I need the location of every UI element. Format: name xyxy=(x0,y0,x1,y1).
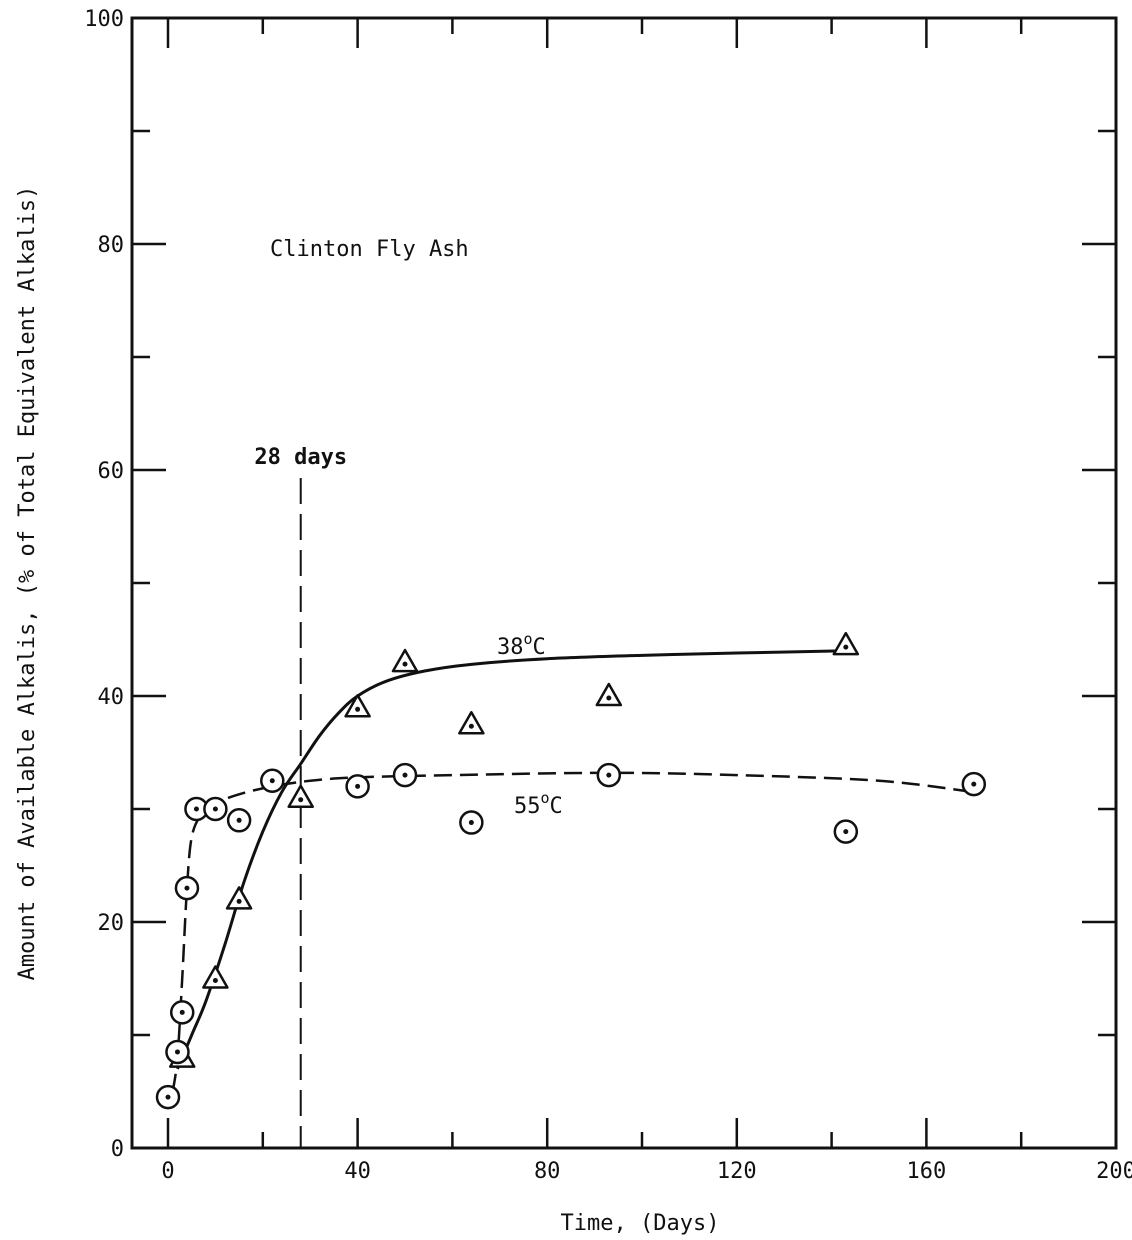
triangle-marker xyxy=(832,631,860,656)
circle-marker xyxy=(596,762,622,788)
series-38c-label: 38oC xyxy=(497,630,546,660)
circle-marker xyxy=(155,1084,181,1110)
circle-marker xyxy=(833,819,859,844)
plot-frame xyxy=(130,16,1118,1150)
sample-annotation: Clinton Fly Ash xyxy=(270,237,469,262)
triangle-marker xyxy=(287,784,314,808)
reference-line-label: 28 days xyxy=(254,445,347,470)
circle-marker xyxy=(169,1000,195,1025)
circle-marker xyxy=(961,771,987,797)
x-tick-label: 80 xyxy=(534,1159,561,1184)
y-tick-label: 0 xyxy=(111,1137,124,1162)
triangle-marker xyxy=(225,886,253,910)
curve-38c xyxy=(176,649,846,1070)
y-tick-label: 60 xyxy=(98,459,125,484)
y-tick-label: 80 xyxy=(98,233,125,258)
circle-marker xyxy=(260,768,285,793)
circle-marker xyxy=(459,810,484,835)
y-axis-label: Amount of Available Alkalis, (% of Total… xyxy=(15,186,40,981)
y-tick-label: 100 xyxy=(84,7,124,32)
circle-marker xyxy=(203,796,228,822)
circle-marker xyxy=(165,1039,190,1065)
circle-marker xyxy=(392,762,418,788)
axis-ticks xyxy=(132,16,1118,1150)
triangle-marker xyxy=(595,682,623,707)
circle-marker xyxy=(345,774,370,799)
y-tick-label: 20 xyxy=(98,911,125,936)
circle-marker xyxy=(226,808,252,833)
axis-tick-labels: 0 40 80 120 160 200 0 20 40 60 80 100 xyxy=(84,7,1132,1184)
circle-marker xyxy=(184,796,209,822)
series-38c-points xyxy=(168,631,860,1068)
x-tick-label: 160 xyxy=(907,1159,947,1184)
x-tick-label: 200 xyxy=(1096,1159,1132,1184)
triangle-marker xyxy=(202,965,229,989)
circle-marker xyxy=(174,875,200,901)
curve-55c xyxy=(171,771,974,1092)
series-55c-points xyxy=(155,762,987,1110)
x-tick-label: 0 xyxy=(161,1159,174,1184)
x-tick-label: 120 xyxy=(717,1159,757,1184)
triangle-marker xyxy=(391,648,419,673)
series-55c-label: 55oC xyxy=(514,789,563,819)
triangle-marker xyxy=(458,711,485,735)
y-tick-label: 40 xyxy=(98,685,125,710)
x-tick-label: 40 xyxy=(344,1159,371,1184)
triangle-marker xyxy=(344,694,371,718)
x-axis-label: Time, (Days) xyxy=(561,1211,720,1236)
